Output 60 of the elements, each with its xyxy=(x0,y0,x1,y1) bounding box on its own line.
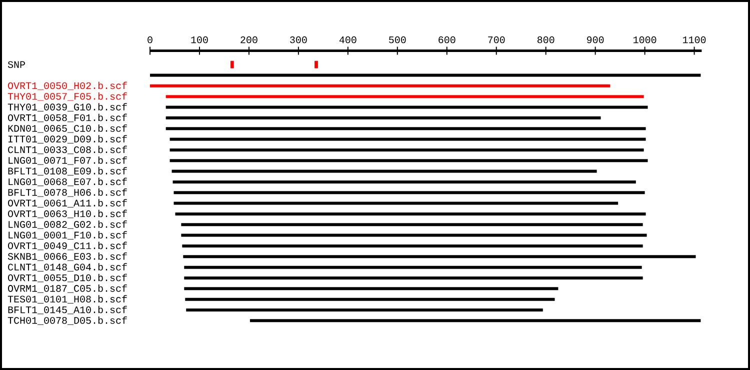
bar xyxy=(166,106,648,109)
y-tick-label: OVRM1_0187_C05.b.scf xyxy=(8,284,127,293)
y-tick-label: OVRT1_0049_C11.b.scf xyxy=(8,242,127,250)
bar xyxy=(183,255,696,258)
bar xyxy=(170,138,646,141)
y-tick-label: TCH01_0078_D05.b.scf xyxy=(8,316,127,325)
y-tick-label: SKNB1_0066_E03.b.scf xyxy=(8,252,127,261)
y-tick-label: ITT01_0029_D09.b.scf xyxy=(8,135,127,144)
bar xyxy=(150,74,701,77)
y-tick-label: KDN01_0065_C10.b.scf xyxy=(8,124,127,133)
y-tick-label: LNG01_0082_G02.b.scf xyxy=(8,220,127,229)
bar xyxy=(182,244,643,248)
x-tick-label: 900 xyxy=(587,36,604,44)
x-tick-label: 0 xyxy=(148,36,152,44)
y-tick-label: BFLT1_0145_A10.b.scf xyxy=(8,306,127,314)
bar xyxy=(181,223,643,226)
bar xyxy=(184,276,643,280)
bar xyxy=(175,212,646,216)
y-tick-label: THY01_0057_F05.b.scf xyxy=(8,92,127,101)
y-tick-label: LNG01_0068_E07.b.scf xyxy=(8,178,127,186)
y-tick-label: BFLT1_0108_E09.b.scf xyxy=(8,167,127,176)
x-tick-label: 400 xyxy=(339,36,356,44)
x-tick-label: 800 xyxy=(538,36,554,44)
y-tick-label: OVRT1_0050_H02.b.scf xyxy=(8,82,127,90)
x-tick-label: 700 xyxy=(488,36,505,44)
bar xyxy=(166,127,646,130)
y-tick-label: LNG01_0001_F10.b.scf xyxy=(8,231,127,240)
bar xyxy=(186,308,543,312)
x-tick-label: 300 xyxy=(290,36,307,44)
bar xyxy=(174,202,618,205)
bar xyxy=(170,159,648,162)
y-tick-label: CLNT1_0148_G04.b.scf xyxy=(8,263,127,272)
x-tick-label: 200 xyxy=(240,36,258,44)
bar xyxy=(181,234,647,237)
bar xyxy=(185,298,555,301)
y-tick-label: OVRT1_0063_H10.b.scf xyxy=(8,210,127,218)
y-tick-label: TES01_0101_H08.b.scf xyxy=(8,295,127,304)
bar xyxy=(166,95,644,98)
x-tick-label: 1100 xyxy=(683,36,706,44)
y-tick-label: OVRT1_0058_F01.b.scf xyxy=(8,114,127,122)
bar xyxy=(166,116,601,120)
y-tick-label: BFLT1_0078_H06.b.scf xyxy=(8,188,127,197)
bar xyxy=(184,266,642,269)
y-tick-label: CLNT1_0033_C08.b.scf xyxy=(8,146,127,154)
bar xyxy=(150,84,610,88)
x-tick-label: 100 xyxy=(191,36,208,44)
x-tick-label: 600 xyxy=(438,36,456,44)
bar xyxy=(172,170,597,173)
y-tick-label: THY01_0039_G10.b.scf xyxy=(8,103,127,112)
bar xyxy=(184,287,558,290)
x-tick-label: 500 xyxy=(389,36,406,44)
x-tick-label: 1000 xyxy=(634,36,656,44)
y-tick-label: SNP xyxy=(8,61,25,68)
bar xyxy=(170,148,644,152)
y-tick-label: OVRT1_0055_D10.b.scf xyxy=(8,274,127,282)
bar xyxy=(172,180,636,184)
y-tick-label: OVRT1_0061_A11.b.scf xyxy=(8,199,127,208)
bar xyxy=(250,319,701,322)
y-tick-label: LNG01_0071_F07.b.scf xyxy=(8,156,127,165)
bar xyxy=(174,191,645,194)
